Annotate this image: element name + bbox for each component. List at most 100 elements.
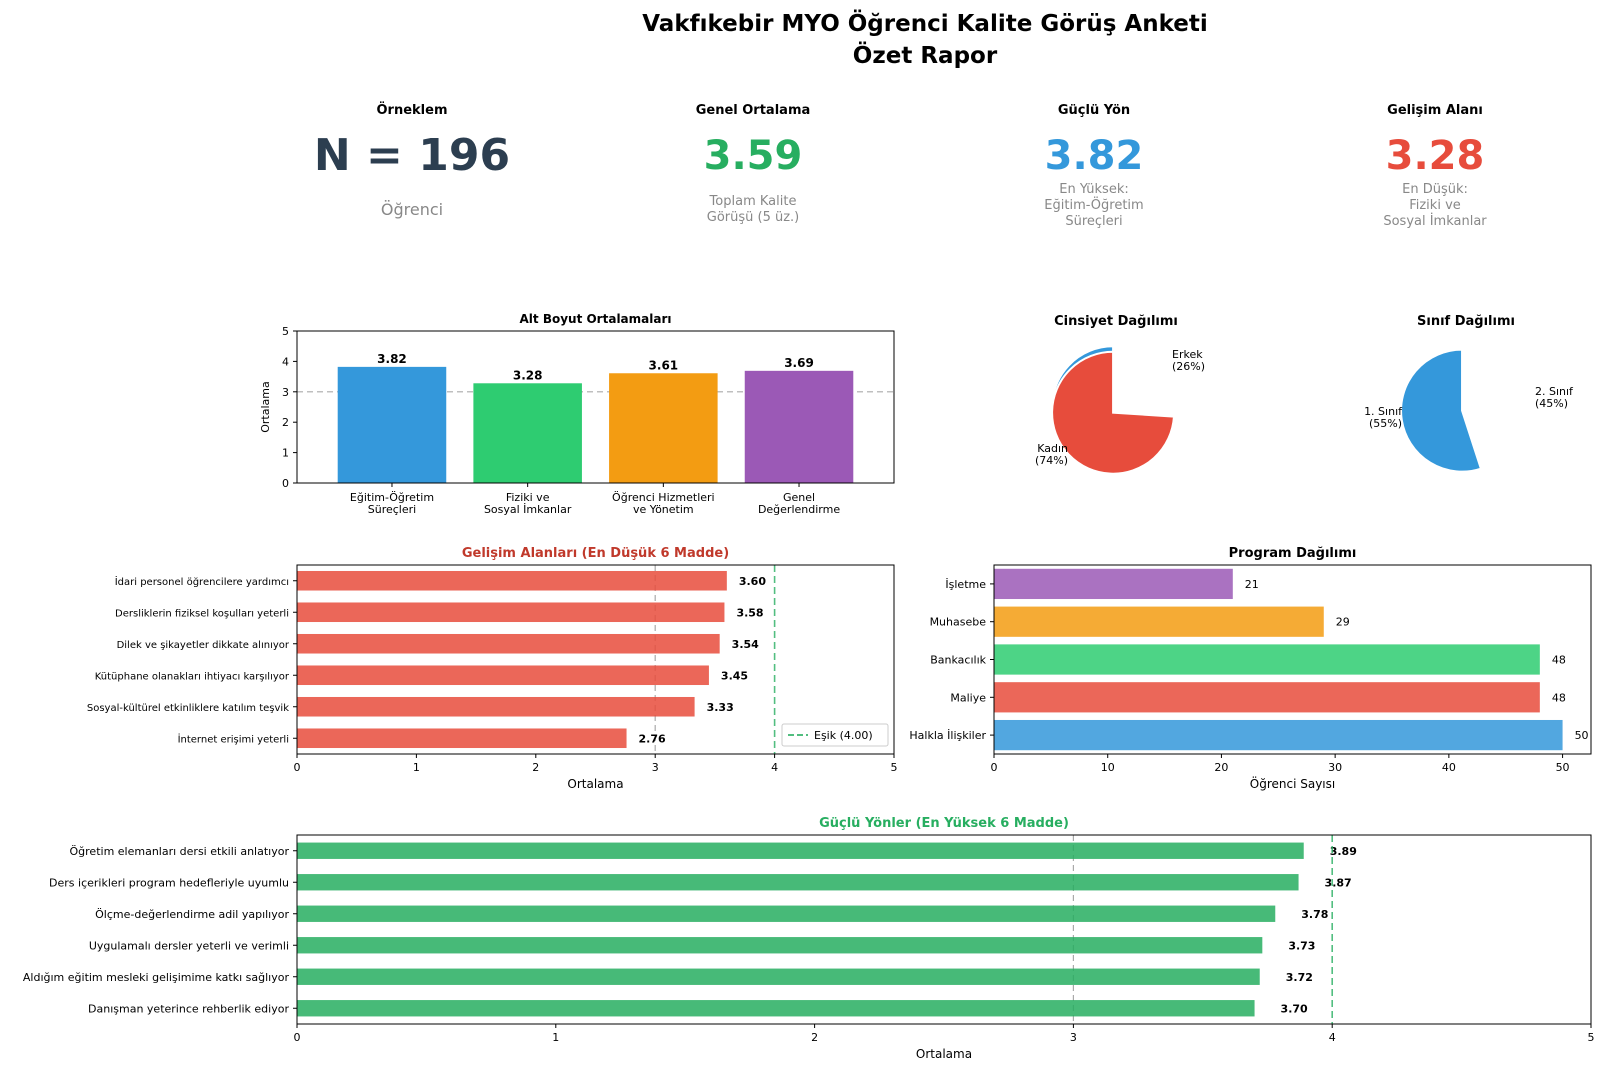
bar (609, 373, 718, 483)
bar-value-label: 3.89 (1330, 845, 1357, 858)
kpi-overall-sub-line: Toplam Kalite (709, 194, 797, 209)
y-tick-label: Uygulamalı dersler yeterli ve verimli (89, 939, 289, 952)
x-tick-label: 2 (532, 761, 539, 774)
kpi-sample: Örneklem N = 196 Öğrenci (262, 103, 562, 218)
kpi-overall-value: 3.59 (703, 133, 803, 179)
kpi-overall-sub-line: Görüşü (5 üz.) (706, 210, 800, 225)
y-tick-label: Aldığım eğitim mesleki gelişimime katkı … (23, 971, 290, 984)
plot-frame (296, 330, 895, 484)
pie-slice-percent: (55%) (1369, 417, 1402, 430)
x-tick-label: 5 (891, 761, 898, 774)
bar-value-label: 21 (1245, 578, 1259, 591)
x-tick-label: Sosyal İmkanlar (484, 503, 572, 516)
x-tick-label: 0 (294, 761, 301, 774)
legend-box (781, 723, 889, 747)
y-tick-label: Ders içerikleri program hedefleriyle uyu… (49, 876, 289, 889)
y-axis-label: Ortalama (259, 381, 272, 433)
kpi-strength: Güçlü Yön 3.82 En Yüksek: Eğitim-Öğretim… (944, 103, 1244, 230)
x-tick-label: 0 (294, 1031, 301, 1044)
pie-slice-percent: (45%) (1535, 397, 1568, 410)
bar (297, 842, 1304, 859)
bar (994, 719, 1563, 751)
bar-value-label: 3.87 (1325, 876, 1352, 889)
y-tick-label: 4 (282, 355, 289, 368)
x-tick-label: 2 (811, 1031, 818, 1044)
y-tick-label: İdari personel öğrencilere yardımcı (115, 575, 289, 588)
kpi-improvement-sub: En Düşük: Fiziki ve Sosyal İmkanlar (1285, 182, 1585, 230)
kpi-improvement-sub-line: Sosyal İmkanlar (1383, 214, 1487, 229)
x-tick-label: Genel (783, 491, 815, 504)
chart-title: Program Dağılımı (1229, 546, 1357, 561)
pie-slice-label: 1. Sınıf (1364, 405, 1403, 418)
bar-value-label: 3.69 (784, 356, 814, 370)
y-tick-label: Ölçme-değerlendirme adil yapılıyor (95, 908, 289, 921)
kpi-overall: Genel Ortalama 3.59 Toplam Kalite Görüşü… (603, 103, 903, 226)
kpi-sample-value: N = 196 (313, 130, 511, 181)
x-tick-label: Süreçleri (368, 503, 416, 516)
x-tick-label: 3 (1070, 1031, 1077, 1044)
bar (297, 1000, 1255, 1017)
bar-value-label: 3.78 (1301, 908, 1328, 921)
y-tick-label: 1 (282, 447, 289, 460)
bar-value-label: 3.70 (1281, 1002, 1308, 1015)
x-tick-label: 0 (991, 761, 998, 774)
x-tick-label: 1 (413, 761, 420, 774)
report-title-line1: Vakfıkebir MYO Öğrenci Kalite Görüş Anke… (642, 11, 1208, 37)
kpi-overall-label: Genel Ortalama (695, 103, 811, 118)
bar-value-label: 3.58 (736, 606, 763, 619)
bar (297, 937, 1263, 954)
kpi-improvement: Gelişim Alanı 3.28 En Düşük: Fiziki ve S… (1285, 103, 1585, 230)
bar-value-label: 3.82 (377, 352, 407, 366)
legend-label: Eşik (4.00) (814, 729, 873, 742)
bar (297, 874, 1299, 891)
bar (297, 602, 725, 623)
plot-frame (296, 564, 895, 755)
plot-frame (993, 564, 1592, 755)
bar (297, 665, 709, 686)
x-tick-label: 50 (1556, 761, 1570, 774)
x-tick-label: Fiziki ve (506, 491, 550, 504)
chart-title: Sınıf Dağılımı (1417, 314, 1515, 329)
bar (473, 383, 582, 483)
bar-value-label: 3.54 (732, 638, 759, 651)
chart-title: Güçlü Yönler (En Yüksek 6 Madde) (819, 816, 1069, 831)
x-tick-label: 4 (1329, 1031, 1336, 1044)
bar-value-label: 3.60 (739, 575, 766, 588)
pie-slice-label: Kadın (1037, 442, 1068, 455)
chart-title: Gelişim Alanları (En Düşük 6 Madde) (462, 546, 729, 561)
y-tick-label: Danışman yeterince rehberlik ediyor (88, 1002, 289, 1015)
bar-value-label: 48 (1552, 654, 1566, 667)
x-tick-label: 3 (652, 761, 659, 774)
kpi-sample-sub: Öğrenci (380, 200, 444, 219)
y-tick-label: Maliye (950, 691, 986, 704)
x-tick-label: 5 (1588, 1031, 1595, 1044)
y-tick-label: Sosyal-kültürel etkinliklere katılım teş… (87, 703, 289, 714)
y-tick-label: Dilek ve şikayetler dikkate alınıyor (117, 640, 290, 651)
bar-value-label: 3.33 (707, 701, 734, 714)
y-tick-label: 2 (282, 416, 289, 429)
x-axis-label: Ortalama (916, 1047, 972, 1061)
kpi-improvement-sub-line: En Düşük: (1402, 182, 1468, 197)
bar (297, 905, 1276, 922)
kpi-strength-sub-line: Süreçleri (1065, 214, 1123, 229)
kpi-improvement-value: 3.28 (1385, 133, 1485, 179)
kpi-improvement-sub-line: Fiziki ve (1409, 198, 1461, 213)
bar-value-label: 3.61 (649, 358, 679, 372)
kpi-improvement-label: Gelişim Alanı (1387, 103, 1483, 118)
y-tick-label: Muhasebe (930, 616, 987, 629)
kpi-overall-sub: Toplam Kalite Görüşü (5 üz.) (603, 194, 903, 226)
pie-slice-percent: (26%) (1172, 360, 1205, 373)
plot-frame (296, 834, 1592, 1025)
bar-value-label: 3.73 (1288, 939, 1315, 952)
pie-slice-percent: (74%) (1035, 454, 1068, 467)
kpi-strength-sub: En Yüksek: Eğitim-Öğretim Süreçleri (944, 182, 1244, 230)
chart-title: Cinsiyet Dağılımı (1054, 314, 1178, 329)
pie-slice-label: 2. Sınıf (1535, 385, 1574, 398)
report-title: Vakfıkebir MYO Öğrenci Kalite Görüş Anke… (0, 8, 1600, 72)
bar-value-label: 3.72 (1286, 971, 1313, 984)
x-axis-label: Ortalama (567, 777, 623, 791)
bar (744, 370, 854, 483)
bar-value-label: 48 (1552, 691, 1566, 704)
bar (994, 644, 1540, 675)
